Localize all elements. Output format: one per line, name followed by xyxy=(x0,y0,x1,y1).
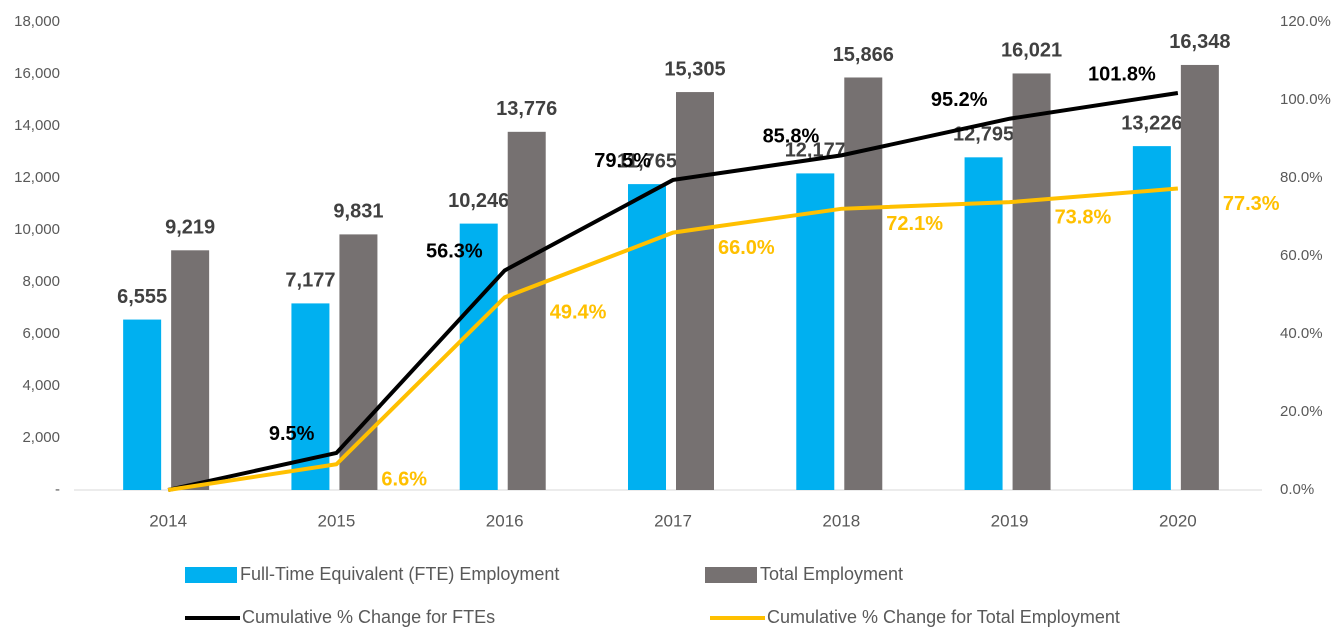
line-value-label: 101.8% xyxy=(1088,63,1156,85)
bar-value-label: 9,831 xyxy=(333,201,383,223)
y2-tick-label: 120.0% xyxy=(1280,13,1331,30)
line-value-label: 66.0% xyxy=(718,237,775,259)
y-tick-label: 18,000 xyxy=(14,13,60,30)
bar xyxy=(507,131,546,490)
x-tick-label: 2020 xyxy=(1159,511,1197,530)
line-value-label: 49.4% xyxy=(550,302,607,324)
bar-value-label: 12,795 xyxy=(953,124,1014,146)
bar-value-label: 13,226 xyxy=(1121,112,1182,134)
line-value-label: 72.1% xyxy=(886,213,943,235)
bar xyxy=(796,173,835,490)
line-value-label: 56.3% xyxy=(426,241,483,263)
bar xyxy=(171,250,210,490)
line-value-label: 6.6% xyxy=(381,469,427,491)
legend-label: Cumulative % Change for FTEs xyxy=(242,607,495,627)
x-tick-label: 2018 xyxy=(822,511,860,530)
bar xyxy=(1180,64,1219,491)
bar-value-label: 16,348 xyxy=(1169,31,1230,53)
bar xyxy=(123,319,162,490)
legend-swatch xyxy=(185,567,237,583)
y-tick-label: - xyxy=(55,481,60,498)
line xyxy=(167,91,1179,492)
y2-tick-label: 80.0% xyxy=(1280,169,1323,186)
bar-value-label: 15,866 xyxy=(833,44,894,66)
line-value-label: 77.3% xyxy=(1223,193,1280,215)
y-tick-label: 8,000 xyxy=(22,273,60,290)
bar xyxy=(964,157,1003,490)
legend-swatch xyxy=(705,567,757,583)
bar xyxy=(628,184,666,491)
y2-tick-label: 60.0% xyxy=(1280,247,1323,264)
y2-tick-label: 20.0% xyxy=(1280,403,1323,420)
bar-value-label: 10,246 xyxy=(448,190,509,212)
legend-label: Cumulative % Change for Total Employment xyxy=(767,607,1120,627)
bar xyxy=(676,92,714,490)
x-tick-label: 2016 xyxy=(486,511,524,530)
y-tick-label: 6,000 xyxy=(22,325,60,342)
bar xyxy=(1012,73,1051,490)
x-tick-label: 2014 xyxy=(149,511,187,530)
line-value-label: 79.5% xyxy=(594,150,651,172)
y-tick-label: 16,000 xyxy=(14,65,60,82)
legend-label: Full-Time Equivalent (FTE) Employment xyxy=(240,564,559,584)
line xyxy=(167,186,1179,492)
line-value-label: 9.5% xyxy=(269,423,315,445)
line-value-label: 95.2% xyxy=(931,89,988,111)
bar xyxy=(459,223,498,490)
y-tick-label: 10,000 xyxy=(14,221,60,238)
bar-value-label: 11,765 xyxy=(617,150,677,172)
bar-value-label: 6,555 xyxy=(117,286,167,308)
y-tick-label: 14,000 xyxy=(14,117,60,134)
y2-tick-label: 40.0% xyxy=(1280,325,1323,342)
y2-tick-label: 0.0% xyxy=(1280,481,1314,498)
line-value-label: 85.8% xyxy=(763,126,820,148)
bar xyxy=(1132,146,1171,490)
bar-value-label: 15,305 xyxy=(664,58,725,80)
bar-value-label: 16,021 xyxy=(1001,40,1062,62)
line-value-label: 73.8% xyxy=(1055,206,1112,228)
bar-value-label: 7,177 xyxy=(285,270,335,292)
x-tick-label: 2015 xyxy=(318,511,356,530)
x-tick-label: 2019 xyxy=(991,511,1029,530)
x-tick-label: 2017 xyxy=(654,511,692,530)
y-tick-label: 4,000 xyxy=(22,377,60,394)
y-tick-label: 2,000 xyxy=(22,429,60,446)
bar-value-label: 13,776 xyxy=(496,98,557,120)
bar-value-label: 9,219 xyxy=(165,217,215,239)
legend-label: Total Employment xyxy=(760,564,903,584)
y-tick-label: 12,000 xyxy=(14,169,60,186)
y2-tick-label: 100.0% xyxy=(1280,91,1331,108)
bar xyxy=(339,234,378,490)
bar xyxy=(844,77,883,490)
